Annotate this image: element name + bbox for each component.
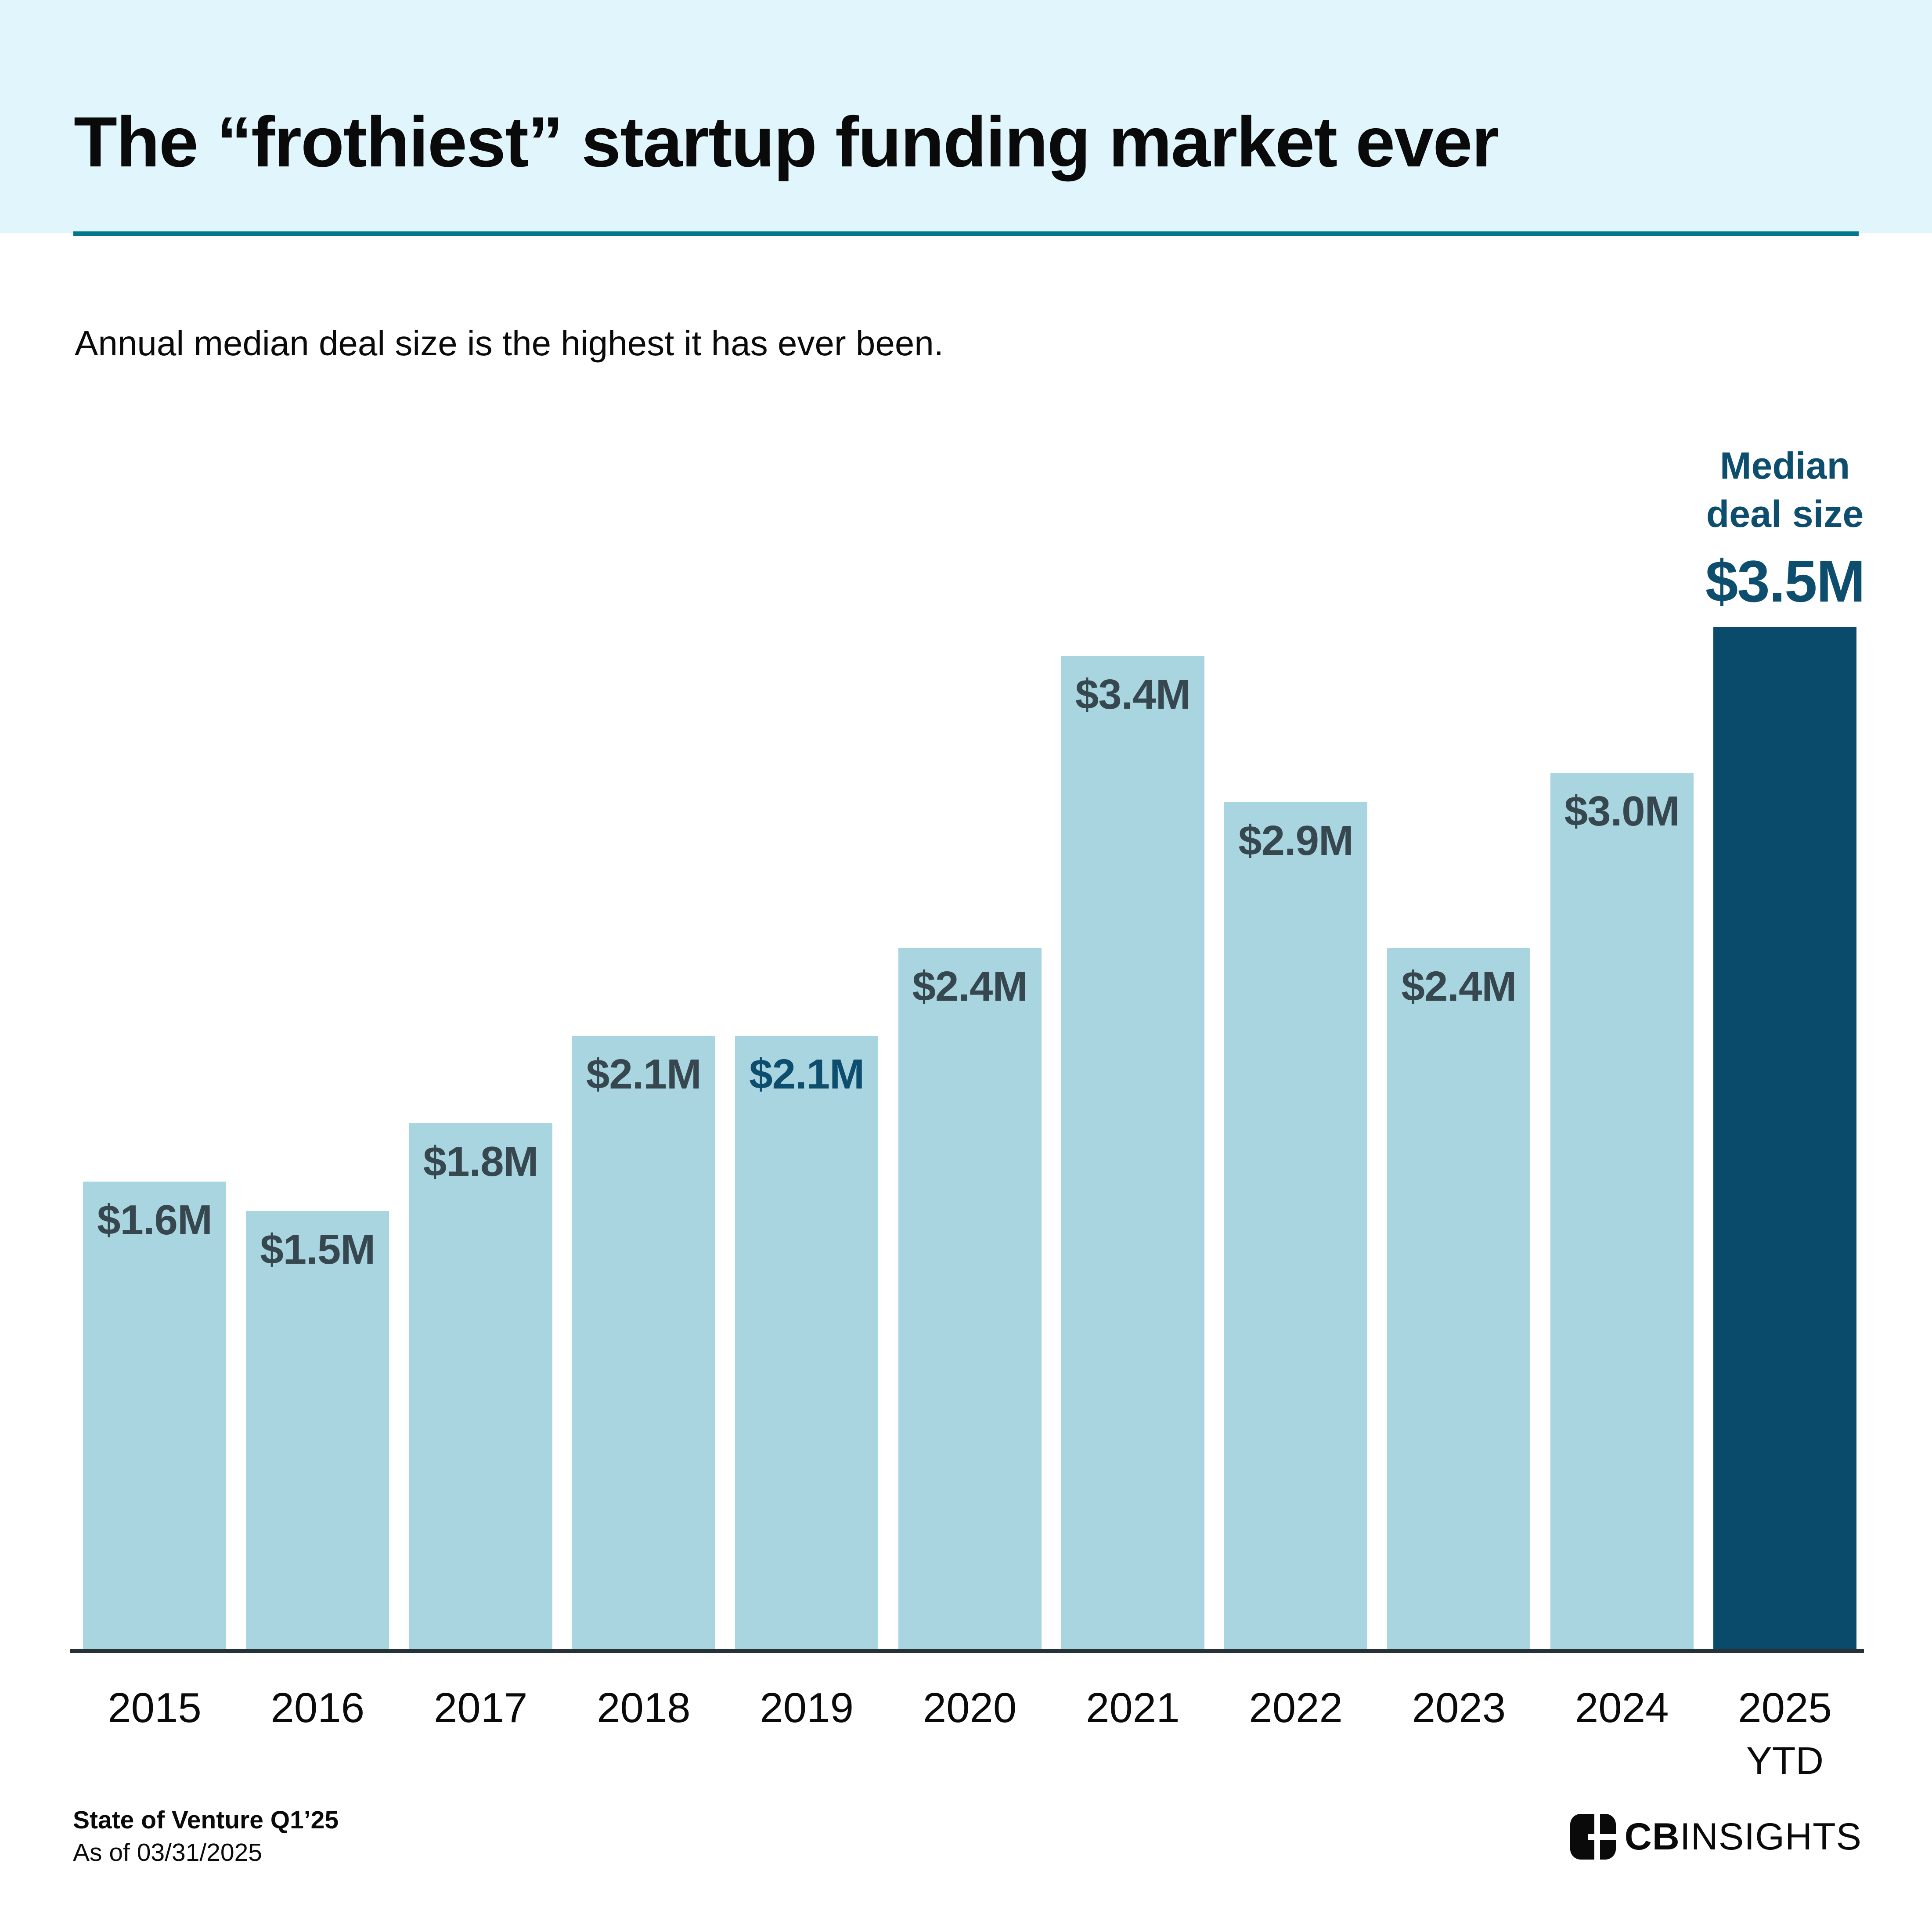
x-axis-label-2024: 2024 (1575, 1684, 1669, 1731)
bar-2023: $2.4M (1387, 948, 1531, 1649)
bar-value-label-2016: $1.5M (260, 1226, 375, 1273)
footer-as-of-date: As of 03/31/2025 (73, 1838, 263, 1867)
header-band (0, 0, 1932, 233)
bar-value-label-2021: $3.4M (1075, 671, 1191, 718)
bar-value-label-2020: $2.4M (912, 963, 1028, 1010)
x-axis-label-2015: 2015 (108, 1684, 202, 1731)
x-axis-line (70, 1649, 1864, 1653)
bar-2020: $2.4M (898, 948, 1042, 1649)
x-axis-label-2025: 2025 YTD (1738, 1684, 1832, 1782)
footer-source: State of Venture Q1’25 (73, 1806, 339, 1834)
bar-2025 (1713, 627, 1856, 1649)
subtitle: Annual median deal size is the highest i… (75, 324, 944, 363)
bar-value-label-2018: $2.1M (586, 1050, 702, 1098)
annotation-label-line2: deal size (1706, 493, 1864, 536)
x-axis-label-2020: 2020 (923, 1684, 1017, 1731)
x-axis-label-2021: 2021 (1086, 1684, 1180, 1731)
bar-2022: $2.9M (1224, 802, 1368, 1649)
bar-2021: $3.4M (1061, 656, 1204, 1649)
bar-value-label-2023: $2.4M (1401, 963, 1517, 1010)
bar-value-label-2019: $2.1M (749, 1050, 865, 1098)
bar-value-label-2022: $2.9M (1238, 817, 1354, 864)
bar-2017: $1.8M (409, 1123, 552, 1649)
cbinsights-logo-text: CBINSIGHTS (1625, 1815, 1862, 1859)
median-deal-size-annotation: Median deal size $3.5M (1598, 442, 1932, 615)
x-axis-label-2017: 2017 (433, 1684, 528, 1731)
bar-2019: $2.1M (735, 1035, 879, 1649)
page-title: The “frothiest” startup funding market e… (74, 102, 1499, 182)
bar-value-label-2024: $3.0M (1564, 788, 1680, 835)
x-axis-label-2022: 2022 (1249, 1684, 1343, 1731)
logo-mark-horizontal-gap (1587, 1834, 1616, 1840)
bar-2015: $1.6M (83, 1182, 226, 1649)
bar-2016: $1.5M (246, 1211, 389, 1649)
bar-2024: $3.0M (1550, 773, 1694, 1649)
logo-text-cb: CB (1624, 1815, 1680, 1858)
x-axis-label-2019: 2019 (760, 1684, 854, 1731)
x-axis-label-2016: 2016 (270, 1684, 365, 1731)
x-axis-label-2018: 2018 (597, 1684, 691, 1731)
annotation-label-line1: Median (1719, 445, 1850, 487)
bar-value-label-2015: $1.6M (97, 1197, 213, 1244)
logo-text-insights: INSIGHTS (1680, 1815, 1862, 1858)
annotation-value: $3.5M (1705, 549, 1865, 615)
x-axis-label-2023: 2023 (1412, 1684, 1506, 1731)
cbinsights-logo-mark-icon (1570, 1814, 1616, 1860)
bar-value-label-2017: $1.8M (423, 1138, 539, 1185)
teal-divider-rule (73, 231, 1859, 236)
cbinsights-logo: CBINSIGHTS (1570, 1813, 1862, 1861)
bar-2018: $2.1M (572, 1035, 715, 1649)
